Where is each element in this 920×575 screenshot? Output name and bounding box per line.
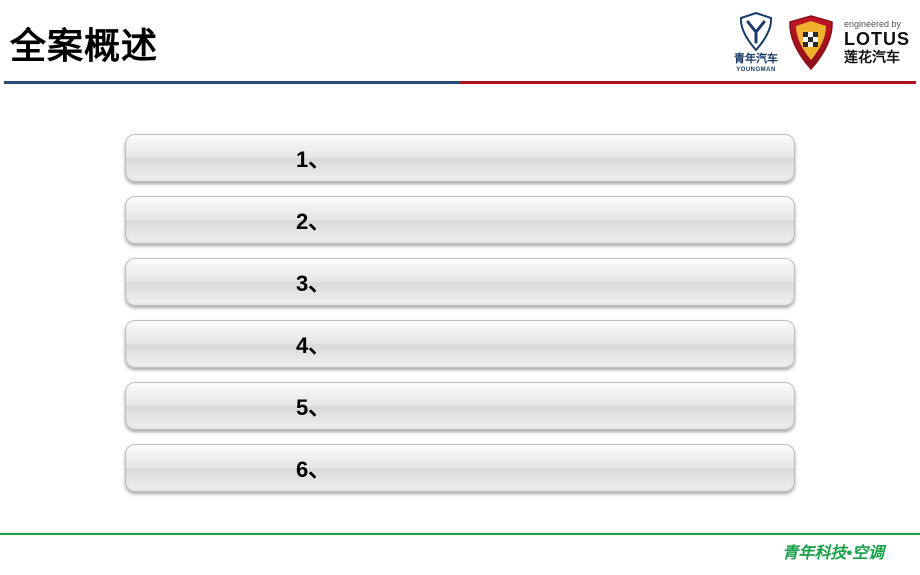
list-item: 3、 bbox=[125, 258, 795, 306]
list-item-label: 4、 bbox=[296, 328, 330, 360]
lotus-brand-text: LOTUS bbox=[844, 30, 910, 50]
youngman-cn-text: 青年汽车 bbox=[734, 54, 778, 65]
list-item-label: 3、 bbox=[296, 266, 330, 298]
youngman-en-text: YOUNGMAN bbox=[736, 67, 776, 73]
page-title: 全案概述 bbox=[10, 17, 158, 69]
logo-group: 青年汽车 YOUNGMAN bbox=[734, 12, 910, 73]
list-item-label: 5、 bbox=[296, 390, 330, 422]
slide-header: 全案概述 青年汽车 YOUNGMAN bbox=[0, 0, 920, 81]
lotus-cn-text: 莲花汽车 bbox=[844, 50, 900, 65]
list-item-label: 1、 bbox=[296, 142, 330, 174]
footer-text: 青年科技•空调 bbox=[782, 539, 884, 563]
lotus-shield-icon bbox=[786, 14, 836, 72]
footer-divider bbox=[0, 533, 920, 535]
youngman-shield-icon bbox=[738, 12, 774, 52]
list-item: 5、 bbox=[125, 382, 795, 430]
list-item: 4、 bbox=[125, 320, 795, 368]
list-item-label: 6、 bbox=[296, 452, 330, 484]
list-item: 1、 bbox=[125, 134, 795, 182]
lotus-text-block: engineered by LOTUS 莲花汽车 bbox=[844, 20, 910, 65]
list-item-label: 2、 bbox=[296, 204, 330, 236]
overview-list: 1、 2、 3、 4、 5、 6、 bbox=[0, 84, 920, 492]
youngman-logo: 青年汽车 YOUNGMAN bbox=[734, 12, 778, 73]
list-item: 6、 bbox=[125, 444, 795, 492]
list-item: 2、 bbox=[125, 196, 795, 244]
